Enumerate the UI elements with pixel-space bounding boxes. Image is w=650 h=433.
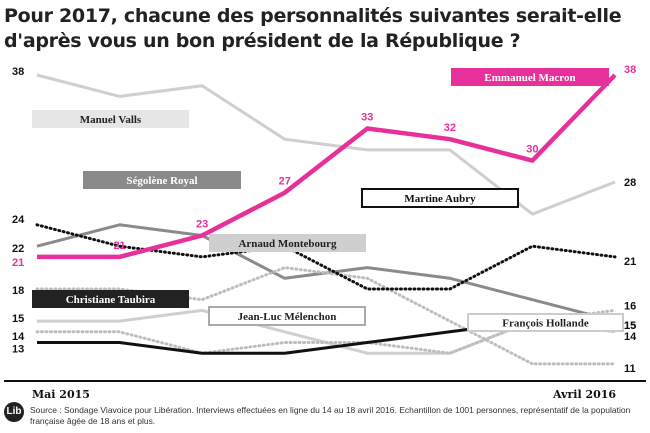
legend-box-arnaud-montebourg xyxy=(209,234,366,252)
data-label-segolene-royal: 15 xyxy=(624,320,636,332)
legend-box-martine-aubry xyxy=(361,188,519,208)
series-line-emmanuel-macron xyxy=(37,73,617,260)
legend-label-martine-aubry: Martine Aubry xyxy=(404,193,476,205)
data-label-christiane-taubira: 13 xyxy=(12,344,24,356)
legend-box-jean-luc-melenchon xyxy=(208,306,366,326)
legend-label-manuel-valls: Manuel Valls xyxy=(80,114,142,126)
data-label-jean-luc-melenchon: 14 xyxy=(12,331,25,343)
data-label-emmanuel-macron: 33 xyxy=(361,112,373,124)
data-label-emmanuel-macron: 30 xyxy=(526,144,538,156)
data-label-emmanuel-macron: 27 xyxy=(279,176,291,188)
data-label-emmanuel-macron: 32 xyxy=(444,122,456,134)
series-line-martine-aubry xyxy=(35,223,617,291)
data-label-francois-hollande: 14 xyxy=(624,331,637,343)
data-label-emmanuel-macron: 21 xyxy=(12,257,24,269)
data-label-jean-luc-melenchon: 16 xyxy=(624,300,636,312)
data-label-francois-hollande: 15 xyxy=(12,313,24,325)
legend-label-arnaud-montebourg: Arnaud Montebourg xyxy=(238,238,337,250)
legend-label-emmanuel-macron: Emmanuel Macron xyxy=(484,72,575,84)
data-label-martine-aubry: 21 xyxy=(624,256,636,268)
legend-label-jean-luc-melenchon: Jean-Luc Mélenchon xyxy=(238,311,337,323)
data-label-emmanuel-macron: 21 xyxy=(113,240,125,252)
data-label-christiane-taubira: 15 xyxy=(624,320,636,332)
legend-box-emmanuel-macron xyxy=(451,68,609,86)
x-end-label: Avril 2016 xyxy=(553,388,617,401)
liberation-logo-icon: Lib xyxy=(4,402,24,422)
data-label-segolene-royal: 22 xyxy=(12,243,24,255)
legend-label-segolene-royal: Ségolène Royal xyxy=(126,175,197,187)
data-label-manuel-valls: 38 xyxy=(12,66,24,78)
x-start-label: Mai 2015 xyxy=(32,388,90,401)
data-label-arnaud-montebourg: 11 xyxy=(624,363,636,375)
chart-title: Pour 2017, chacune des personnalités sui… xyxy=(4,5,622,52)
legend-box-francois-hollande xyxy=(467,313,624,332)
legend-box-segolene-royal xyxy=(83,171,241,189)
data-label-emmanuel-macron: 38 xyxy=(624,64,636,76)
data-label-emmanuel-macron: 23 xyxy=(196,219,208,231)
data-label-arnaud-montebourg: 18 xyxy=(12,285,24,297)
legend-label-francois-hollande: François Hollande xyxy=(502,318,589,330)
legend-label-christiane-taubira: Christiane Taubira xyxy=(66,294,156,306)
source-note: Source : Sondage Viavoice pour Libératio… xyxy=(30,405,631,426)
legend-box-manuel-valls xyxy=(32,110,189,128)
legend-box-christiane-taubira xyxy=(32,290,189,308)
data-label-manuel-valls: 28 xyxy=(624,177,636,189)
data-label-martine-aubry: 24 xyxy=(12,214,25,226)
